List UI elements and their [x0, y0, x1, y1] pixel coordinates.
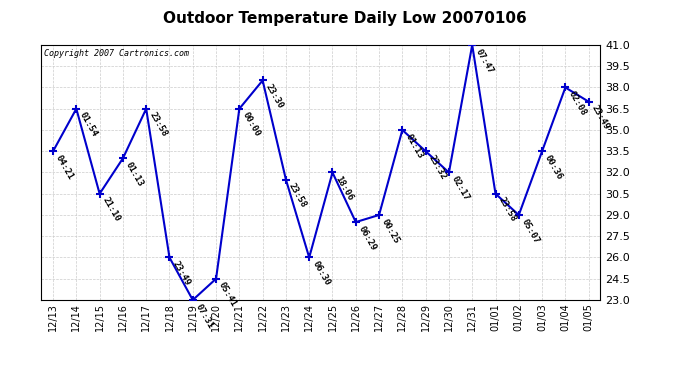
Text: Outdoor Temperature Daily Low 20070106: Outdoor Temperature Daily Low 20070106: [163, 11, 527, 26]
Text: 01:13: 01:13: [124, 160, 146, 188]
Text: 23:58: 23:58: [287, 182, 308, 210]
Text: 23:58: 23:58: [497, 196, 518, 223]
Text: 05:41: 05:41: [217, 281, 239, 309]
Text: 02:08: 02:08: [566, 90, 588, 117]
Text: 06:30: 06:30: [310, 260, 332, 287]
Text: 23:49: 23:49: [170, 260, 192, 287]
Text: 04:21: 04:21: [55, 153, 75, 181]
Text: 07:31: 07:31: [194, 302, 215, 330]
Text: 02:17: 02:17: [450, 175, 471, 202]
Text: 23:58: 23:58: [148, 111, 168, 139]
Text: 05:07: 05:07: [520, 217, 541, 245]
Text: 00:00: 00:00: [241, 111, 262, 139]
Text: 01:13: 01:13: [404, 132, 425, 160]
Text: 07:47: 07:47: [473, 47, 495, 75]
Text: 23:49: 23:49: [590, 104, 611, 132]
Text: 06:29: 06:29: [357, 224, 378, 252]
Text: 00:25: 00:25: [380, 217, 402, 245]
Text: 18:06: 18:06: [334, 175, 355, 202]
Text: 23:30: 23:30: [264, 82, 285, 110]
Text: 00:36: 00:36: [543, 153, 564, 181]
Text: 01:54: 01:54: [77, 111, 99, 139]
Text: 23:32: 23:32: [427, 153, 448, 181]
Text: Copyright 2007 Cartronics.com: Copyright 2007 Cartronics.com: [44, 49, 189, 58]
Text: 21:10: 21:10: [101, 196, 122, 223]
